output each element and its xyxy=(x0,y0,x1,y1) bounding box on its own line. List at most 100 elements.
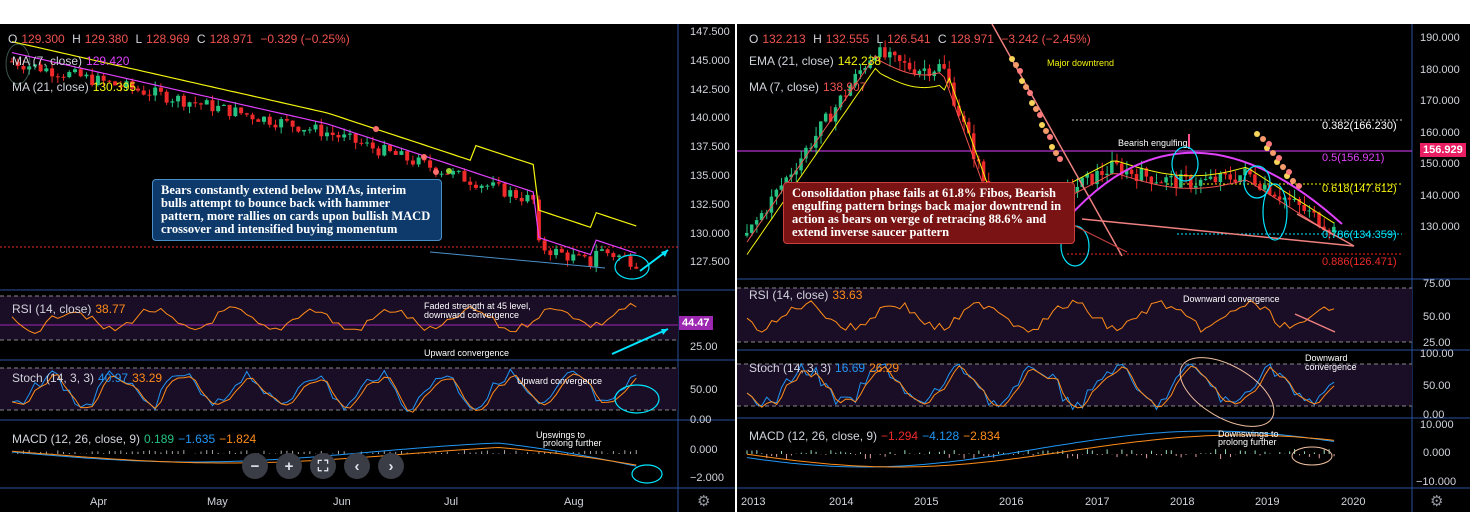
ema21-label: EMA (21, close) xyxy=(749,54,834,68)
zoom-out-button[interactable]: − xyxy=(242,453,268,479)
right-chart-panel[interactable]: O 132.213 H 132.555 L 126.541 C 128.971 −3.2… xyxy=(737,24,1470,512)
candle-body xyxy=(1164,177,1168,183)
price-tick-label: 160.000 xyxy=(1420,126,1460,139)
exhaustion-dot xyxy=(1290,178,1296,184)
stoch-tick-0: 0.00 xyxy=(690,414,712,426)
candle-body xyxy=(1238,175,1242,183)
macd-signal-value: −2.834 xyxy=(963,429,1001,443)
candle-body xyxy=(571,254,576,261)
exhaustion-dot xyxy=(1009,56,1015,62)
scroll-left-button[interactable]: ‹ xyxy=(344,453,370,479)
time-tick-label: Apr xyxy=(90,496,108,508)
macd-highlight-ellipse xyxy=(1291,446,1333,466)
candle-body xyxy=(804,147,808,159)
left-macd-legend: MACD (12, 26, close, 9) 0.189 −1.635 −1.824 xyxy=(12,432,260,446)
candle-body xyxy=(888,51,892,58)
candle-body xyxy=(107,80,112,82)
price-tick-label: 190.000 xyxy=(1420,32,1460,44)
exhaustion-dot xyxy=(1053,150,1059,156)
candle-body xyxy=(21,66,26,70)
candle-body xyxy=(838,95,843,108)
price-tick-label: 170.000 xyxy=(1420,95,1460,107)
rsi-tick-25: 25.00 xyxy=(1423,337,1451,349)
candle-body xyxy=(130,81,135,89)
time-tick-label: Aug xyxy=(564,496,584,508)
candle-body xyxy=(15,61,20,67)
rsi-note-upward: Upward convergence xyxy=(424,348,510,358)
ma7-label: MA (7, close) xyxy=(12,54,83,68)
candle-body xyxy=(917,70,922,75)
low-label: L xyxy=(135,32,143,46)
candle-body xyxy=(1272,194,1277,197)
candle-body xyxy=(1090,173,1094,185)
support-trend-line xyxy=(1081,218,1355,247)
macd-tick-minus10: −10.000 xyxy=(1416,476,1457,488)
exhaustion-dot xyxy=(1019,78,1025,84)
open-value: 129.300 xyxy=(21,32,65,46)
candle-body xyxy=(244,113,249,115)
price-tick-label: 132.500 xyxy=(690,198,730,211)
candle-body xyxy=(1105,173,1109,176)
candle-body xyxy=(428,160,433,168)
time-tick-label: 2017 xyxy=(1085,496,1110,508)
candle-body xyxy=(468,181,473,185)
chart-navigation-controls: − + ⛶ ‹ › xyxy=(242,452,444,480)
reset-zoom-button[interactable]: ⛶ xyxy=(310,453,336,479)
candle-body xyxy=(883,47,887,58)
projection-arrow xyxy=(1296,213,1355,247)
candle-body xyxy=(147,94,152,96)
right-chart-canvas[interactable] xyxy=(737,24,1470,512)
change-value: −3.242 (−2.45%) xyxy=(1001,32,1091,46)
candle-body xyxy=(863,67,867,71)
fib-0618: 0.618(147.612) xyxy=(1322,183,1397,195)
candle-body xyxy=(113,81,118,86)
candle-body xyxy=(273,124,278,128)
low-value: 128.969 xyxy=(146,32,190,46)
stoch-label: Stoch (14, 3, 3) xyxy=(12,371,95,385)
right-settings-gear-icon[interactable]: ⚙ xyxy=(1430,493,1444,510)
hammer-highlight-circle xyxy=(614,254,650,280)
ma7-line xyxy=(11,52,637,256)
high-value: 129.380 xyxy=(84,32,129,46)
candle-body xyxy=(1297,198,1302,205)
macd-hist-value: 0.189 xyxy=(144,432,175,446)
exhaustion-dot xyxy=(1039,122,1045,128)
candle-body xyxy=(525,194,530,202)
scroll-right-button[interactable]: › xyxy=(378,453,404,479)
left-chart-panel[interactable]: O 129.300 H 129.380 L 128.969 C 128.971 −0.3… xyxy=(0,24,735,512)
exhaustion-dot xyxy=(1013,62,1019,68)
candle-body xyxy=(628,256,633,267)
rsi-note-downward: downward convergence xyxy=(424,310,520,320)
candle-body xyxy=(1198,179,1203,186)
exhaustion-dot xyxy=(1023,84,1029,90)
candle-body xyxy=(370,142,375,149)
fib-0886: 0.886(126.471) xyxy=(1322,256,1397,268)
candle-body xyxy=(325,132,329,137)
candle-body xyxy=(456,170,461,172)
exhaustion-dot xyxy=(1270,150,1276,156)
candle-body xyxy=(542,240,547,251)
candle-body xyxy=(848,85,853,96)
rsi-label: RSI (14, close) xyxy=(749,288,829,302)
candle-body xyxy=(95,75,100,86)
candle-body xyxy=(50,68,55,77)
candle-body xyxy=(1193,185,1198,188)
candle-body xyxy=(347,133,352,135)
high-label: H xyxy=(72,32,81,46)
candle-body xyxy=(187,102,192,107)
rsi-note-downward: Downward convergence xyxy=(1183,294,1280,304)
candle-body xyxy=(531,194,536,200)
candle-body xyxy=(365,142,370,144)
left-settings-gear-icon[interactable]: ⚙ xyxy=(697,493,711,510)
candle-body xyxy=(514,190,518,198)
right-stoch-legend: Stoch (14, 3, 3) 16.69 26.29 xyxy=(749,361,903,375)
rsi-tick-75: 75.00 xyxy=(1423,278,1451,290)
price-tick-label: 127.500 xyxy=(690,256,730,269)
candle-body xyxy=(44,68,49,72)
candle-body xyxy=(336,135,341,138)
candle-body xyxy=(769,196,774,213)
zoom-in-button[interactable]: + xyxy=(276,453,302,479)
candle-body xyxy=(359,142,364,144)
macd-tick-0: 0.000 xyxy=(690,444,718,456)
time-tick-label: 2020 xyxy=(1341,496,1366,508)
